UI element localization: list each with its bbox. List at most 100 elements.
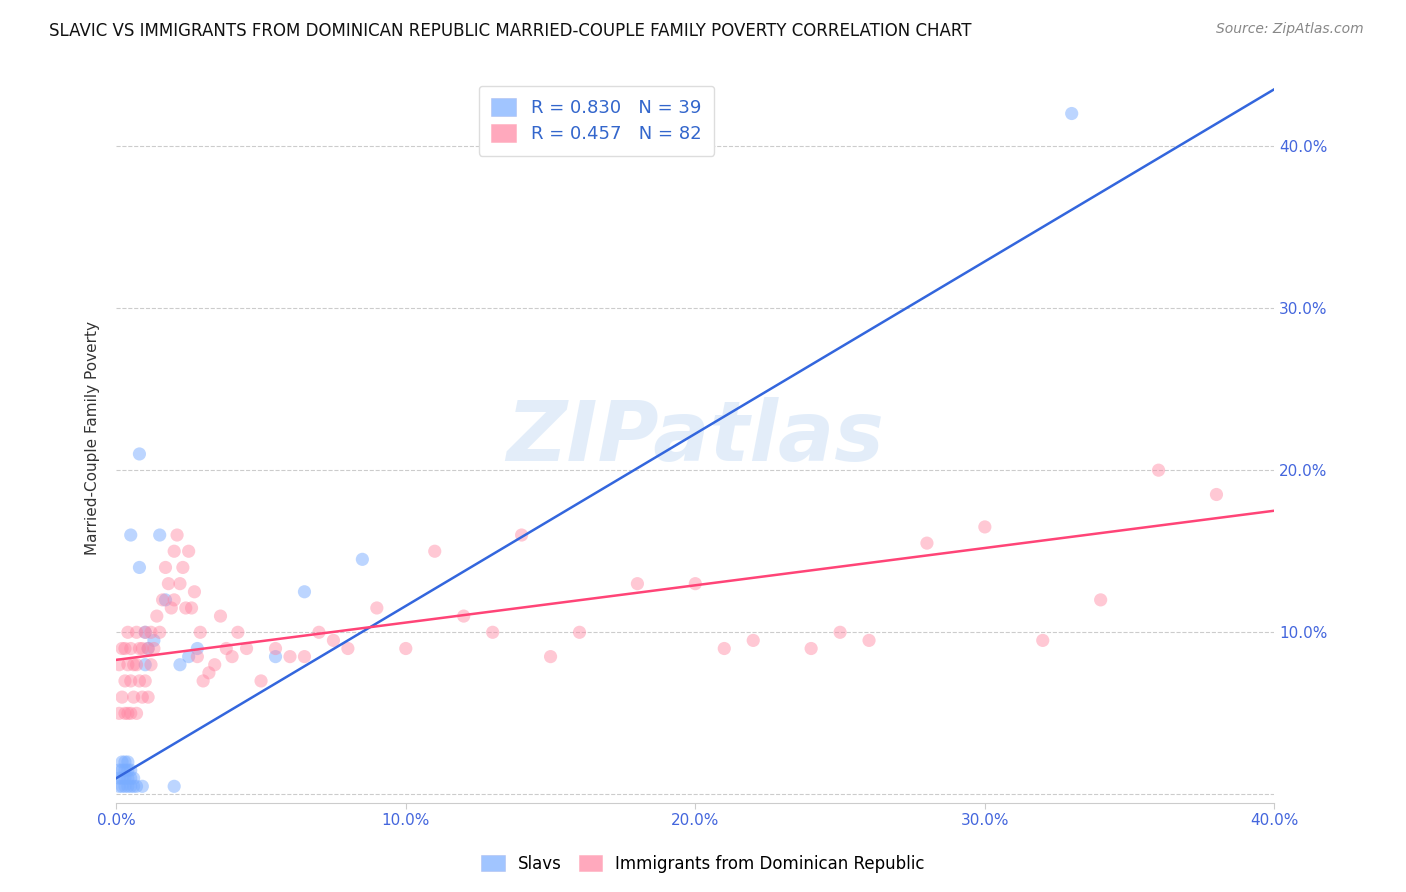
Point — [142, 633, 165, 648]
Point — [915, 536, 938, 550]
Point — [366, 601, 388, 615]
Point — [122, 780, 145, 794]
Point — [226, 625, 249, 640]
Point — [828, 625, 851, 640]
Point — [858, 633, 880, 648]
Point — [125, 657, 148, 672]
Point — [510, 528, 533, 542]
Point — [114, 641, 136, 656]
Point — [111, 755, 134, 769]
Point — [453, 609, 475, 624]
Point — [209, 609, 232, 624]
Point — [163, 593, 186, 607]
Point — [423, 544, 446, 558]
Point — [108, 771, 131, 785]
Point — [134, 625, 156, 640]
Point — [128, 560, 150, 574]
Point — [198, 665, 221, 680]
Point — [169, 576, 191, 591]
Point — [117, 780, 139, 794]
Point — [800, 641, 823, 656]
Point — [120, 673, 142, 688]
Point — [264, 649, 287, 664]
Text: ZIPatlas: ZIPatlas — [506, 397, 884, 478]
Point — [120, 771, 142, 785]
Point — [152, 593, 174, 607]
Point — [180, 601, 202, 615]
Point — [117, 763, 139, 777]
Y-axis label: Married-Couple Family Poverty: Married-Couple Family Poverty — [86, 321, 100, 555]
Point — [1060, 106, 1083, 120]
Point — [174, 601, 197, 615]
Point — [540, 649, 562, 664]
Point — [172, 560, 194, 574]
Point — [111, 690, 134, 705]
Point — [128, 641, 150, 656]
Point — [146, 609, 169, 624]
Point — [111, 780, 134, 794]
Point — [125, 625, 148, 640]
Point — [139, 657, 162, 672]
Point — [120, 641, 142, 656]
Point — [114, 755, 136, 769]
Text: SLAVIC VS IMMIGRANTS FROM DOMINICAN REPUBLIC MARRIED-COUPLE FAMILY POVERTY CORRE: SLAVIC VS IMMIGRANTS FROM DOMINICAN REPU… — [49, 22, 972, 40]
Point — [183, 584, 205, 599]
Text: Source: ZipAtlas.com: Source: ZipAtlas.com — [1216, 22, 1364, 37]
Point — [204, 657, 226, 672]
Point — [157, 576, 180, 591]
Point — [128, 673, 150, 688]
Point — [481, 625, 503, 640]
Point — [136, 641, 159, 656]
Point — [336, 641, 359, 656]
Point — [111, 641, 134, 656]
Point — [131, 641, 153, 656]
Point — [131, 690, 153, 705]
Point — [122, 657, 145, 672]
Point — [108, 657, 131, 672]
Point — [250, 673, 273, 688]
Point — [134, 657, 156, 672]
Point — [155, 593, 177, 607]
Point — [742, 633, 765, 648]
Point — [626, 576, 648, 591]
Point — [215, 641, 238, 656]
Point — [163, 544, 186, 558]
Point — [308, 625, 330, 640]
Point — [149, 528, 172, 542]
Point — [294, 649, 316, 664]
Point — [139, 625, 162, 640]
Point — [568, 625, 591, 640]
Point — [111, 771, 134, 785]
Point — [131, 780, 153, 794]
Point — [108, 763, 131, 777]
Point — [134, 625, 156, 640]
Legend: R = 0.830   N = 39, R = 0.457   N = 82: R = 0.830 N = 39, R = 0.457 N = 82 — [478, 86, 714, 156]
Point — [114, 706, 136, 721]
Point — [122, 690, 145, 705]
Point — [108, 780, 131, 794]
Point — [191, 673, 214, 688]
Point — [117, 625, 139, 640]
Point — [221, 649, 243, 664]
Point — [278, 649, 301, 664]
Point — [166, 528, 188, 542]
Point — [322, 633, 344, 648]
Point — [395, 641, 418, 656]
Point — [264, 641, 287, 656]
Point — [128, 447, 150, 461]
Point — [125, 706, 148, 721]
Point — [1090, 593, 1112, 607]
Point — [136, 690, 159, 705]
Point — [713, 641, 735, 656]
Point — [163, 780, 186, 794]
Point — [1032, 633, 1054, 648]
Point — [117, 657, 139, 672]
Point — [114, 763, 136, 777]
Point — [169, 657, 191, 672]
Point — [294, 584, 316, 599]
Point — [142, 641, 165, 656]
Point — [155, 560, 177, 574]
Point — [1205, 487, 1227, 501]
Point — [117, 771, 139, 785]
Point — [114, 673, 136, 688]
